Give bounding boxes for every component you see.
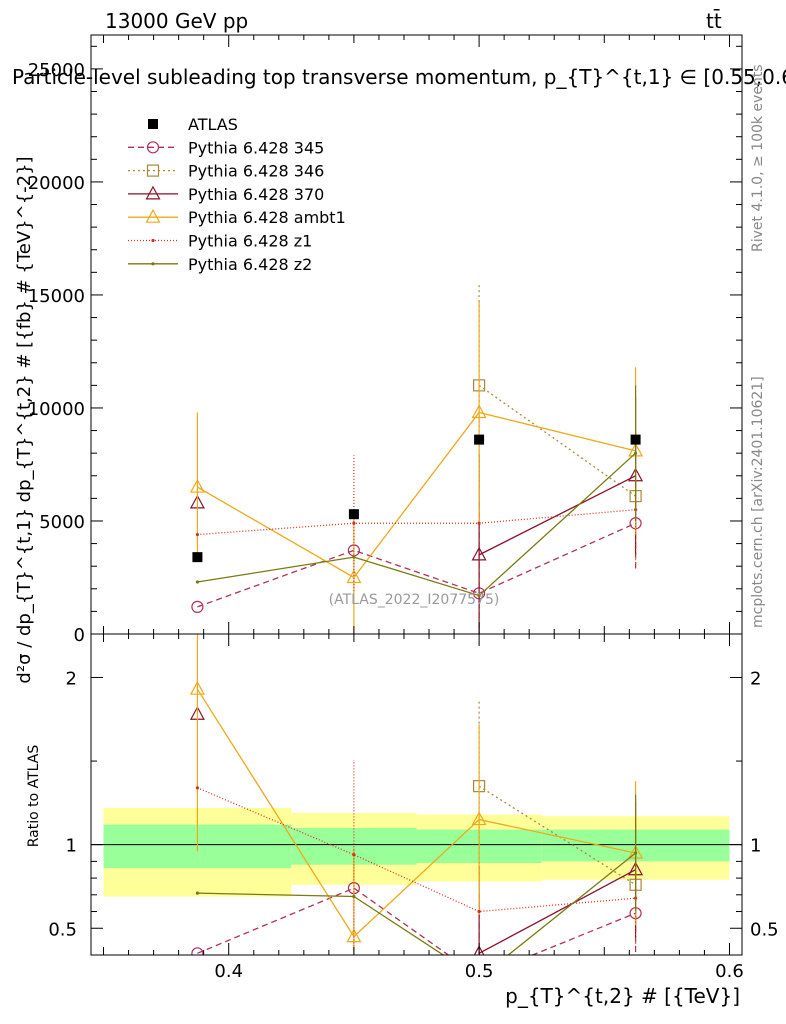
series-ratio-marker [471,811,487,826]
series-marker [633,451,638,455]
y-tick-label: 5000 [39,512,85,533]
series-marker [471,404,487,419]
series-ratio-marker [352,853,356,857]
series-line [197,509,636,536]
process-label: tt̄ [706,8,722,33]
series-ratio-line [197,852,636,955]
x-tick-label: 0.4 [214,961,243,982]
legend-marker [146,141,160,154]
side-mcplots-label: mcplots.cern.ch [arXiv:2401.10621] [750,376,766,628]
ratio-tick-label-right: 0.5 [750,919,779,940]
energy-label: 13000 GeV pp [105,9,248,33]
y-tick-label: 20000 [28,173,85,194]
y-tick-label: 10000 [28,399,85,420]
series-line [478,384,636,497]
series-ratio-marker [633,851,638,855]
legend-marker [146,164,160,177]
x-axis-label: p_{T}^{t,2} # [{TeV}] [505,984,740,1008]
main-panel-series [189,283,644,634]
legend-marker-data [148,119,158,129]
data-point [348,509,359,520]
plot-title: Particle-level subleading top transverse… [12,65,786,89]
series-line [197,522,636,608]
series-ratio-line [196,688,636,938]
series-ratio-marker [191,947,204,955]
series-ratio-marker [473,945,485,955]
legend-marker [145,185,161,200]
series-ratio-marker [195,891,200,895]
legend-label-data: ATLAS [188,115,238,134]
series-ratio-marker [477,909,481,914]
series-marker [471,546,487,561]
y-tick-label: 15000 [28,286,85,307]
data-point [192,552,203,563]
series-line [478,475,636,556]
frame-layer: 0 5000 10000 15000 20000 25000 0.5 0.5 1 1 2 2 0.4 0.… [28,34,779,982]
series-ratio-line [478,869,636,954]
legend-marker [151,238,155,243]
legend-label: Pythia 6.428 z1 [188,232,312,251]
series-ratio-line [197,887,636,955]
series-marker [352,521,356,525]
data-point [474,434,485,445]
ratio-tick-label: 2 [66,668,77,689]
x-tick-label: 0.6 [715,961,744,982]
legend-marker [145,208,161,223]
legend-label: Pythia 6.428 z2 [188,255,312,274]
legend-label: Pythia 6.428 ambt1 [188,208,346,227]
y-axis-label: d²σ / dp_{T}^{t,1} dp_{T}^{t,2} # [{fb} … [14,156,35,683]
series-layer [189,283,644,955]
legend-label: Pythia 6.428 370 [188,185,324,204]
ratio-tick-label: 0.5 [48,919,77,940]
legend-label: Pythia 6.428 346 [188,162,324,181]
ratio-y-axis-label: Ratio to ATLAS [26,745,42,848]
series-marker [191,600,204,613]
data-point [630,434,641,445]
ratio-tick-label-right: 2 [750,668,761,689]
ratio-frame [90,633,743,956]
x-tick-label: 0.5 [465,961,494,982]
series-marker [352,555,356,559]
side-rivet-label: Rivet 4.1.0, ≥ 100k events [750,64,766,252]
legend-marker [151,262,155,266]
series-ratio-line [478,785,636,886]
series-marker [189,478,205,493]
series-ratio-marker [195,786,200,790]
series-ratio-marker [352,894,356,899]
series-ratio-marker [346,928,362,943]
y-tick-label: 0 [74,625,85,646]
ratio-band-layer [91,807,742,897]
series-line [197,452,637,597]
ratio-panel-series [189,634,644,955]
legend-label: Pythia 6.428 345 [188,138,324,157]
watermark-label: (ATLAS_2022_I2077575) [329,592,500,608]
series-ratio-marker [189,680,205,695]
series-line [197,411,636,579]
y-tick-label: 25000 [28,60,85,81]
series-marker [346,569,362,584]
ratio-tick-label: 1 [66,836,77,857]
series-marker [477,521,481,525]
legend: ATLAS Pythia 6.428 345 Pythia 6.428 346 Pyt… [128,115,346,274]
series-marker [477,593,481,598]
series-marker [195,532,200,537]
series-marker [195,580,200,584]
ratio-tick-label-right: 1 [750,836,761,857]
